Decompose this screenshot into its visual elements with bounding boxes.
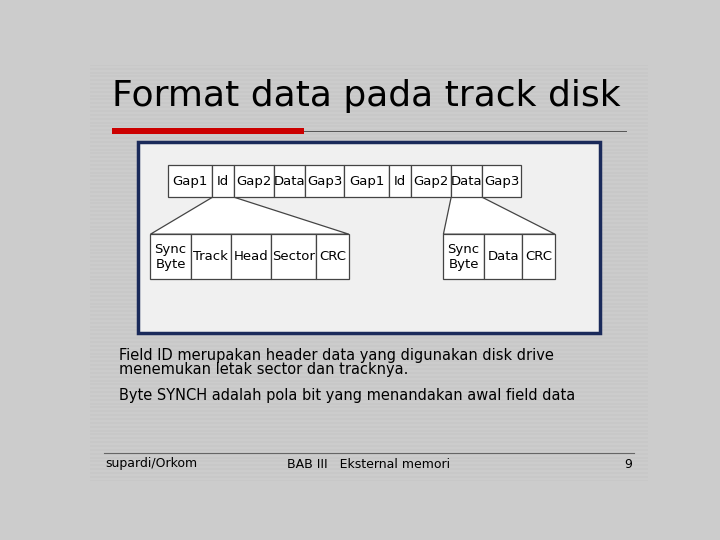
Text: Field ID merupakan header data yang digunakan disk drive: Field ID merupakan header data yang digu… xyxy=(120,348,554,363)
Text: Id: Id xyxy=(394,174,406,187)
Bar xyxy=(191,234,231,279)
Bar xyxy=(411,165,451,197)
Text: CRC: CRC xyxy=(319,250,346,263)
Text: Head: Head xyxy=(234,250,269,263)
Bar xyxy=(112,128,304,134)
Text: Track: Track xyxy=(194,250,228,263)
Text: BAB III   Eksternal memori: BAB III Eksternal memori xyxy=(287,457,451,470)
Text: Data: Data xyxy=(451,174,482,187)
Polygon shape xyxy=(150,197,349,234)
Bar xyxy=(138,142,600,333)
Bar xyxy=(271,234,316,279)
Text: Gap3: Gap3 xyxy=(307,174,343,187)
Bar xyxy=(150,234,191,279)
Text: menemukan letak sector dan tracknya.: menemukan letak sector dan tracknya. xyxy=(120,362,409,377)
Text: Gap1: Gap1 xyxy=(172,174,207,187)
Bar xyxy=(482,165,521,197)
Bar xyxy=(389,165,411,197)
Text: 9: 9 xyxy=(625,457,632,470)
Text: Sector: Sector xyxy=(272,250,315,263)
Text: CRC: CRC xyxy=(525,250,552,263)
Text: Sync
Byte: Sync Byte xyxy=(155,242,186,271)
Text: Format data pada track disk: Format data pada track disk xyxy=(112,79,621,113)
Bar xyxy=(451,165,482,197)
Text: Sync
Byte: Sync Byte xyxy=(448,242,480,271)
Bar xyxy=(484,234,523,279)
Text: Byte SYNCH adalah pola bit yang menandakan awal field data: Byte SYNCH adalah pola bit yang menandak… xyxy=(120,388,576,403)
Text: Gap1: Gap1 xyxy=(349,174,384,187)
Bar xyxy=(168,165,212,197)
Text: Gap3: Gap3 xyxy=(484,174,519,187)
Bar xyxy=(444,234,484,279)
Bar xyxy=(344,165,389,197)
Bar xyxy=(212,165,234,197)
Text: Data: Data xyxy=(487,250,519,263)
Bar xyxy=(274,165,305,197)
Bar xyxy=(316,234,349,279)
Bar xyxy=(305,165,344,197)
Text: Gap2: Gap2 xyxy=(413,174,449,187)
Bar xyxy=(231,234,271,279)
Bar xyxy=(523,234,555,279)
Text: Gap2: Gap2 xyxy=(237,174,272,187)
Bar xyxy=(234,165,274,197)
Text: Data: Data xyxy=(274,174,306,187)
Text: supardi/Orkom: supardi/Orkom xyxy=(106,457,197,470)
Text: Id: Id xyxy=(217,174,230,187)
Polygon shape xyxy=(444,197,555,234)
